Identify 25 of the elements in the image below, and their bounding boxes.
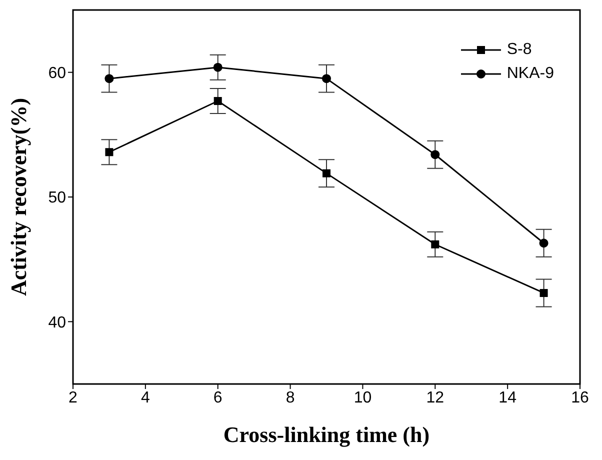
y-tick-label: 40	[48, 314, 66, 332]
point	[322, 169, 330, 178]
y-axis-title: Activity recovery(%)	[6, 98, 31, 296]
point	[431, 240, 440, 248]
x-axis-title: Cross-linking time (h)	[223, 422, 430, 447]
x-tick-label: 16	[571, 389, 589, 406]
x-tick-label: 2	[68, 389, 78, 406]
point	[214, 97, 222, 106]
legend-label: S-8	[506, 41, 532, 59]
x-tick-label: 4	[140, 389, 150, 406]
x-tick-label: 12	[426, 389, 444, 406]
point	[430, 150, 440, 160]
point	[104, 74, 114, 84]
x-tick-label: 6	[213, 389, 222, 406]
point	[539, 238, 548, 248]
point	[105, 148, 114, 156]
point	[322, 74, 331, 84]
x-tick-label: 8	[286, 389, 295, 406]
x-tick-label: 14	[498, 389, 517, 406]
x-tick-label: 10	[354, 389, 372, 406]
point	[213, 62, 222, 72]
y-tick-label: 50	[48, 190, 66, 207]
legend-label: NKA-9	[506, 65, 554, 83]
point	[540, 288, 548, 297]
y-tick-label: 60	[48, 65, 66, 82]
